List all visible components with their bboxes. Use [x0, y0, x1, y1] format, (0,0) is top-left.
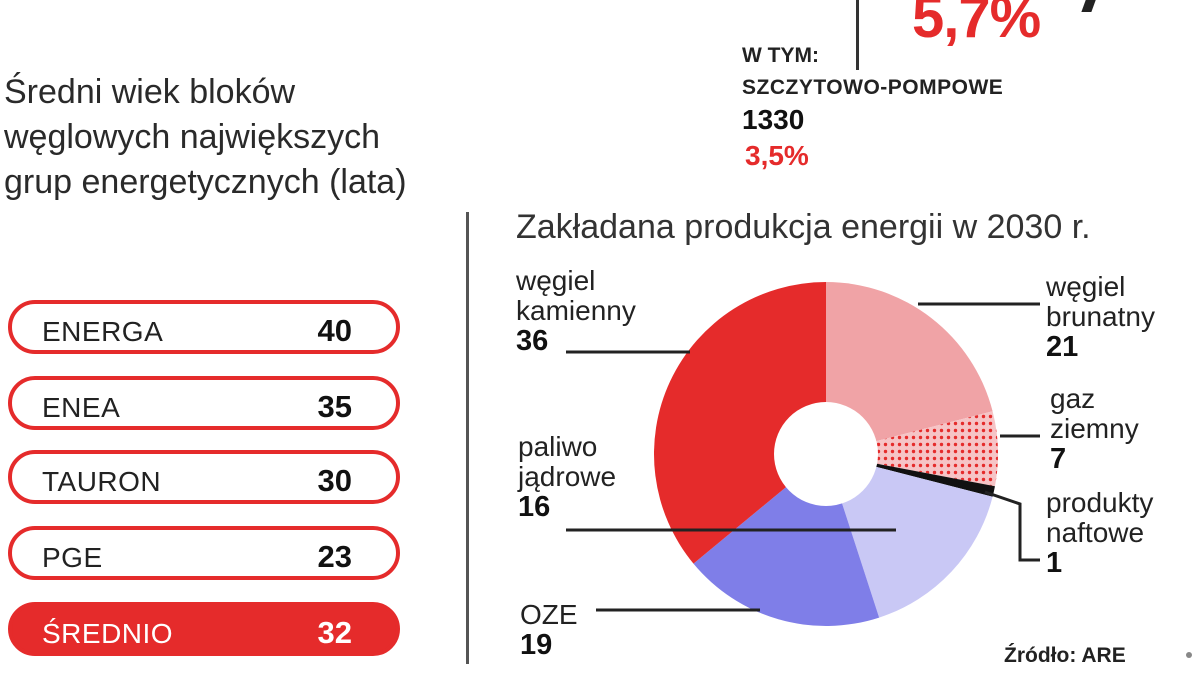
top-percentage: 5,7%	[912, 0, 1041, 50]
label-oze: OZE 19	[520, 599, 578, 661]
bar-row-average: ŚREDNIO 32	[8, 602, 400, 656]
slice-paliwo-jądrowe	[826, 454, 993, 618]
bar-label: PGE	[42, 542, 103, 573]
age-chart-title: Średni wiek bloków węglowych największyc…	[4, 73, 407, 201]
pumped-storage-label: SZCZYTOWO-POMPOWE	[742, 76, 1004, 99]
label-text: gaz ziemny	[1050, 383, 1139, 444]
label-wegiel-kamienny: węgiel kamienny 36	[516, 265, 686, 357]
bar-label: ENERGA	[42, 316, 164, 347]
bar-label: TAURON	[42, 466, 162, 497]
slice-gaz-ziemny	[826, 411, 998, 487]
bar-row-energa: ENERGA 40	[8, 300, 400, 354]
leader-line-produkty-naftowe	[984, 490, 1040, 562]
label-text: paliwo jądrowe	[518, 431, 617, 492]
label-text: produkty naftowe	[1046, 487, 1154, 548]
in-which-label: W TYM:	[742, 44, 819, 67]
bar-row-pge: PGE 23	[8, 526, 400, 580]
label-produkty-naftowe: produkty naftowe 1	[1046, 487, 1196, 579]
bar-value: 35	[317, 389, 352, 424]
label-paliwo-jadrowe: paliwo jądrowe 16	[518, 431, 658, 523]
bar-value: 30	[317, 463, 352, 498]
panel-divider	[466, 212, 469, 664]
bar-label: ENEA	[42, 392, 121, 423]
bar-row-enea: ENEA 35	[8, 376, 400, 430]
label-value: 36	[516, 325, 549, 357]
pie-chart-title: Zakładana produkcja energii w 2030 r.	[516, 208, 1091, 246]
pumped-storage-value: 1330	[742, 104, 805, 135]
label-text: węgiel brunatny	[1046, 271, 1155, 332]
donut-hole	[774, 402, 878, 506]
bar-value: 23	[317, 539, 352, 574]
label-value: 19	[520, 629, 553, 661]
slice-węgiel-brunatny	[826, 282, 993, 454]
bar-value: 32	[317, 615, 352, 650]
pumped-storage-percentage: 3,5%	[745, 140, 809, 171]
label-wegiel-brunatny: węgiel brunatny 21	[1046, 271, 1186, 363]
bar-row-tauron: TAURON 30	[8, 450, 400, 504]
label-text: OZE	[520, 599, 578, 630]
source-note: Źródło: ARE	[1004, 644, 1126, 667]
label-text: węgiel kamienny	[516, 265, 636, 326]
top-divider	[856, 0, 859, 70]
label-value: 21	[1046, 331, 1079, 363]
corner-mark	[1186, 652, 1192, 658]
bar-value: 40	[317, 313, 352, 348]
bar-label: ŚREDNIO	[42, 618, 174, 649]
label-value: 1	[1046, 547, 1063, 579]
label-value: 16	[518, 491, 551, 523]
label-gaz-ziemny: gaz ziemny 7	[1050, 383, 1170, 475]
slice-węgiel-kamienny	[653, 282, 826, 564]
label-value: 7	[1050, 443, 1067, 475]
